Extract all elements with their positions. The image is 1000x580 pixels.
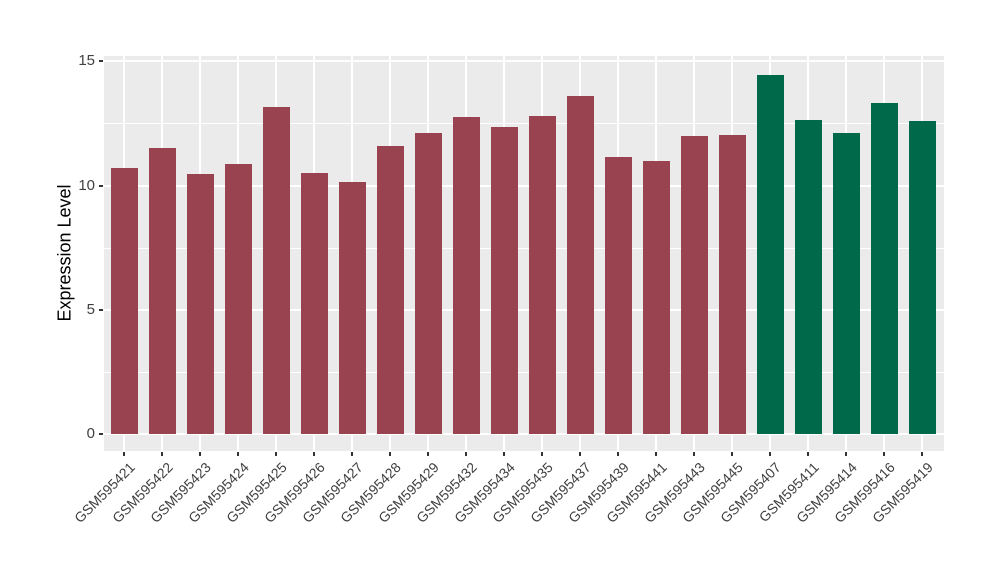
x-tick-GSM595427 — [351, 452, 353, 456]
bar-GSM595434 — [490, 127, 518, 434]
y-tick-label-0: 0 — [86, 425, 95, 442]
x-tick-GSM595429 — [427, 452, 429, 456]
bar-GSM595445 — [718, 134, 746, 434]
x-tick-GSM595416 — [883, 452, 885, 456]
gridline-major-15 — [104, 60, 944, 63]
bar-GSM595416 — [870, 103, 898, 434]
x-tick-GSM595443 — [693, 452, 695, 456]
x-tick-GSM595434 — [503, 452, 505, 456]
y-tick-label-10: 10 — [78, 176, 95, 194]
bar-GSM595426 — [300, 173, 328, 434]
y-tick-10 — [99, 184, 103, 187]
bar-GSM595419 — [908, 120, 936, 434]
x-tick-GSM595425 — [275, 452, 277, 456]
bar-GSM595443 — [680, 135, 708, 434]
bar-GSM595441 — [642, 160, 670, 434]
x-tick-GSM595426 — [313, 452, 315, 456]
gridline-major-0 — [104, 433, 944, 435]
bar-GSM595439 — [604, 156, 632, 434]
plot-panel — [104, 56, 944, 451]
gridline-minor-2.5 — [104, 371, 944, 373]
x-tick-GSM595414 — [845, 452, 847, 456]
gridline-major-5 — [104, 308, 944, 311]
bar-GSM595422 — [148, 148, 176, 434]
bar-GSM595407 — [756, 74, 784, 434]
gridline-major-10 — [104, 184, 944, 187]
bar-GSM595425 — [262, 107, 290, 434]
y-tick-15 — [99, 60, 103, 63]
x-tick-GSM595423 — [199, 452, 201, 456]
bar-GSM595429 — [414, 133, 442, 434]
bar-GSM595428 — [376, 145, 404, 434]
y-tick-label-5: 5 — [86, 300, 95, 318]
x-tick-GSM595419 — [921, 452, 923, 456]
x-tick-GSM595441 — [655, 452, 657, 456]
gridline-minor-7.5 — [104, 247, 944, 249]
x-tick-GSM595428 — [389, 452, 391, 456]
x-tick-GSM595422 — [161, 452, 163, 456]
x-tick-GSM595435 — [541, 452, 543, 456]
x-tick-GSM595432 — [465, 452, 467, 456]
bar-GSM595411 — [794, 119, 822, 434]
bar-GSM595414 — [832, 133, 860, 434]
bar-GSM595421 — [110, 168, 138, 434]
y-tick-0 — [99, 433, 103, 435]
x-tick-GSM595407 — [769, 452, 771, 456]
y-tick-label-15: 15 — [78, 52, 95, 70]
y-tick-5 — [99, 308, 103, 311]
bar-GSM595427 — [338, 181, 366, 434]
x-tick-GSM595424 — [237, 452, 239, 456]
bar-GSM595432 — [452, 117, 480, 434]
x-tick-GSM595411 — [807, 452, 809, 456]
x-tick-GSM595439 — [617, 452, 619, 456]
bar-GSM595423 — [186, 174, 214, 434]
x-tick-GSM595437 — [579, 452, 581, 456]
gridline-minor-12.5 — [104, 123, 944, 125]
bar-GSM595424 — [224, 164, 252, 434]
bar-GSM595437 — [566, 96, 594, 434]
x-tick-GSM595445 — [731, 452, 733, 456]
x-tick-GSM595421 — [123, 452, 125, 456]
bar-GSM595435 — [528, 115, 556, 434]
